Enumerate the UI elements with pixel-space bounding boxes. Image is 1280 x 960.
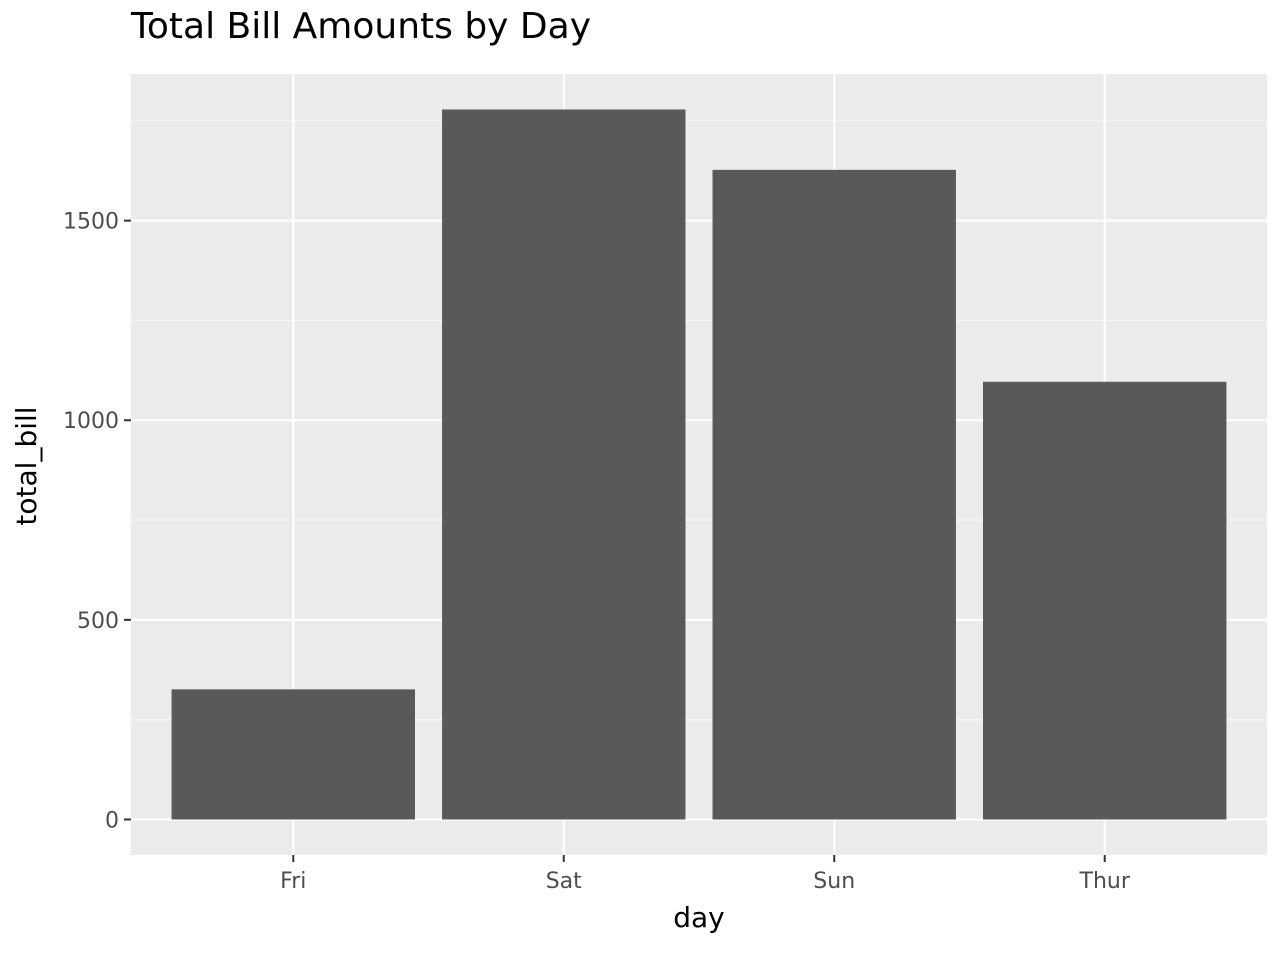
bar-sun — [712, 169, 956, 820]
bar-thur — [983, 381, 1227, 820]
bar-fri — [171, 689, 415, 820]
x-tick-label-sat: Sat — [546, 869, 582, 894]
y-axis-title: total_bill — [10, 406, 43, 525]
x-axis-title: day — [673, 901, 725, 934]
chart-title: Total Bill Amounts by Day — [131, 6, 592, 47]
y-axis: 0 500 1000 1500 — [63, 210, 131, 833]
x-tick-label-thur: Thur — [1079, 869, 1131, 894]
bars — [171, 109, 1227, 820]
x-axis: Fri Sat Sun Thur — [280, 855, 1131, 894]
x-tick-label-sun: Sun — [813, 869, 855, 894]
x-tick-label-fri: Fri — [280, 869, 306, 894]
y-tick-label: 1500 — [63, 210, 119, 235]
y-tick-label: 500 — [77, 609, 119, 634]
bar-sat — [442, 109, 686, 820]
y-tick-label: 0 — [105, 808, 119, 833]
y-tick-label: 1000 — [63, 409, 119, 434]
